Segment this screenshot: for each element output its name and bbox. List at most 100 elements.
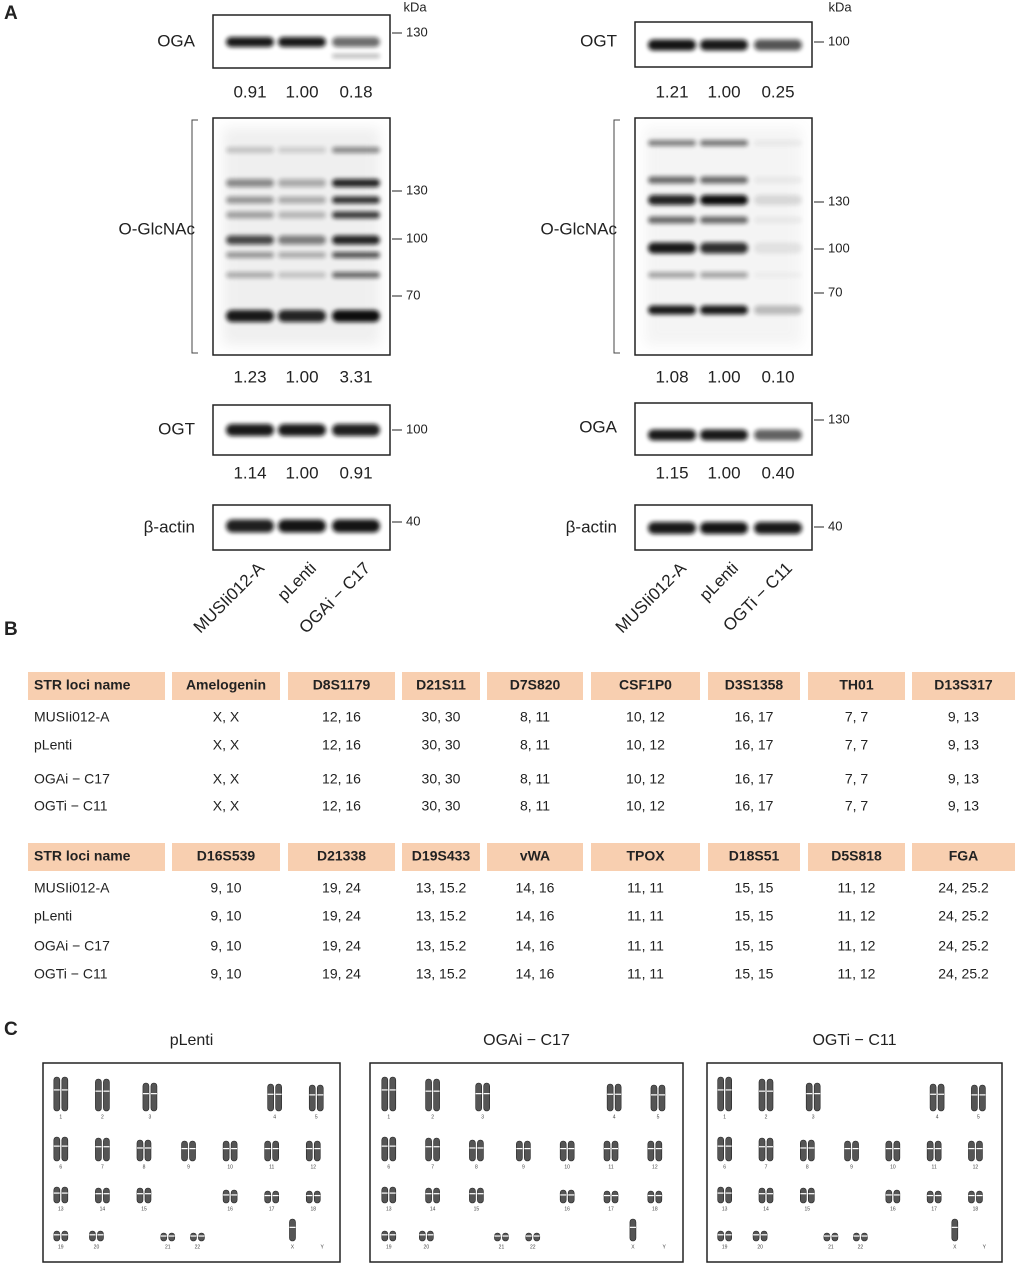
protein-label: OGT (158, 419, 195, 438)
chromosome-number: 21 (165, 1244, 171, 1250)
table-cell: 13, 15.2 (416, 938, 467, 954)
marker-label: 40 (828, 518, 842, 533)
band (226, 424, 274, 436)
table-cell: OGTi − C11 (34, 966, 108, 982)
chromosome (389, 1230, 397, 1242)
band (754, 176, 802, 184)
lane-label: MUSIi012-A (612, 558, 691, 637)
chromosome (805, 1082, 813, 1112)
band (226, 179, 274, 187)
band (700, 216, 748, 224)
table-cell: 24, 25.2 (938, 938, 989, 954)
table-cell: 11, 12 (838, 966, 876, 982)
header-text: D21S11 (416, 677, 466, 693)
table-cell: 11, 11 (627, 966, 664, 982)
table-cell: X, X (213, 709, 240, 725)
chromosome-number: 6 (387, 1164, 390, 1170)
protein-label: OGT (580, 31, 617, 50)
chromosome-number: 18 (652, 1206, 658, 1212)
band (278, 252, 326, 258)
band (332, 179, 380, 187)
chromosome (647, 1190, 655, 1204)
table-cell: 14, 16 (516, 938, 555, 954)
band (754, 429, 802, 441)
chromosome-number: X (631, 1244, 635, 1250)
chromosome-number: 4 (613, 1114, 616, 1120)
band (226, 272, 274, 278)
chromosome (559, 1189, 567, 1204)
chromosome (934, 1190, 942, 1204)
kda-label: kDa (403, 0, 427, 14)
chromosome (389, 1076, 397, 1112)
chromosome (230, 1189, 238, 1204)
band (332, 196, 380, 204)
band (754, 39, 802, 51)
header-text: FGA (949, 848, 979, 864)
table-cell: 9, 10 (210, 966, 241, 982)
band (332, 519, 380, 533)
chromosome (717, 1136, 725, 1162)
table-cell: OGTi − C11 (34, 798, 108, 814)
chromosome (725, 1076, 733, 1112)
chromosome-number: Y (321, 1244, 325, 1250)
marker-label: 100 (406, 421, 428, 436)
marker-label: 100 (406, 230, 428, 245)
band (700, 195, 748, 205)
band (648, 39, 696, 51)
chromosome-number: Y (663, 1244, 667, 1250)
band (332, 211, 380, 219)
quantification: 1.00 (707, 367, 740, 386)
chromosome (313, 1190, 321, 1204)
band (754, 305, 802, 315)
chromosome (926, 1140, 934, 1162)
chromosome (305, 1190, 313, 1204)
chromosome (89, 1230, 96, 1242)
table-cell: 11, 12 (838, 908, 876, 924)
chromosome-number: 17 (608, 1206, 614, 1212)
chromosome-number: 10 (227, 1164, 233, 1170)
chromosome-number: 13 (58, 1206, 64, 1212)
header-text: TH01 (839, 677, 873, 693)
chromosome-number: 8 (806, 1164, 809, 1170)
band (754, 216, 802, 224)
chromosome-number: 22 (530, 1244, 536, 1250)
header-text: STR loci name (34, 677, 131, 693)
chromosome (264, 1190, 271, 1204)
chromosome (629, 1218, 637, 1242)
table-cell: 16, 17 (735, 798, 774, 814)
table-cell: 8, 11 (520, 737, 550, 753)
chromosome-number: 7 (101, 1164, 104, 1170)
chromosome (230, 1140, 238, 1162)
table-cell: 10, 12 (626, 771, 665, 787)
chromosome (389, 1186, 397, 1204)
table-cell: OGAi − C17 (34, 771, 110, 787)
band (700, 522, 748, 534)
table-cell: X, X (213, 771, 240, 787)
chromosome (168, 1232, 176, 1242)
chromosome (433, 1137, 440, 1162)
header-cell (288, 843, 395, 871)
chromosome-number: 1 (387, 1114, 390, 1120)
chromosome (807, 1139, 815, 1162)
header-text: D3S1358 (725, 677, 784, 693)
table-cell: 15, 15 (735, 966, 774, 982)
protein-label: OGA (579, 417, 617, 436)
table-cell: 10, 12 (626, 737, 665, 753)
chromosome (136, 1139, 144, 1162)
chromosome (658, 1084, 666, 1112)
chromosome (861, 1232, 868, 1242)
chromosome-number: 2 (431, 1114, 434, 1120)
band (754, 272, 802, 278)
chromosome-number: 12 (310, 1164, 316, 1170)
protein-label: β-actin (144, 517, 195, 536)
chromosome (475, 1082, 482, 1112)
header-cell (28, 843, 165, 871)
band (278, 235, 326, 245)
chromosome (655, 1190, 663, 1204)
header-text: D7S820 (510, 677, 561, 693)
table-cell: MUSIi012-A (34, 709, 110, 725)
chromosome-number: 14 (430, 1206, 436, 1212)
band (332, 235, 380, 245)
blot-frame (634, 402, 813, 456)
chromosome-number: 18 (973, 1206, 979, 1212)
